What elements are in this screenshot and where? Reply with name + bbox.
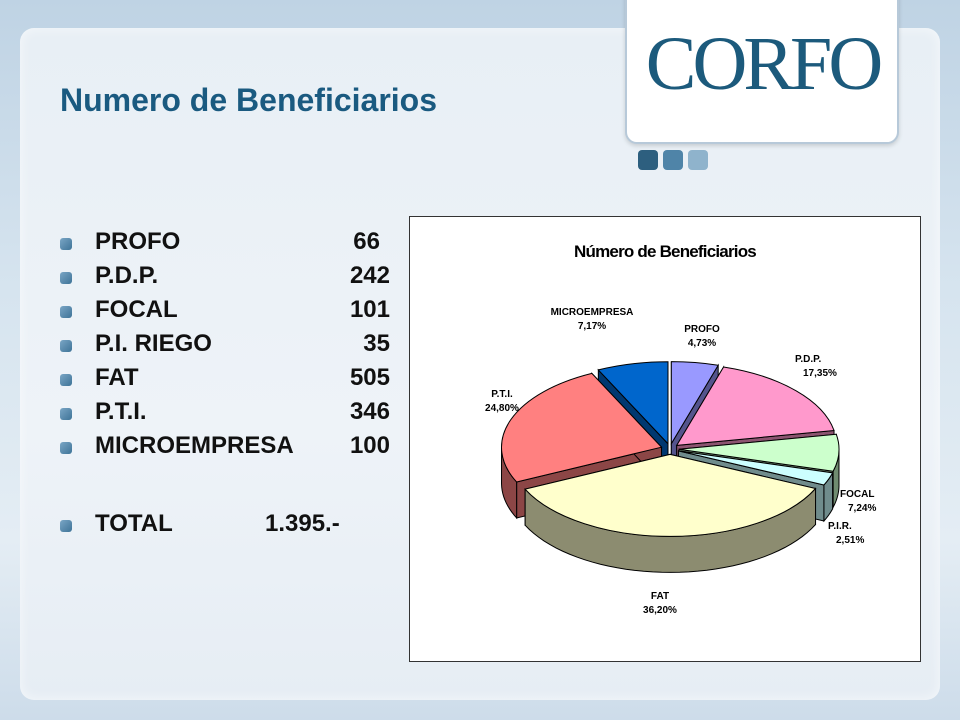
slice-name-label: FOCAL [840, 489, 874, 500]
total-value: 1.395.- [265, 510, 340, 537]
square-3 [688, 150, 708, 170]
chart-title: Número de Beneficiarios [574, 242, 756, 261]
pie-slice-profo [670, 361, 719, 446]
item-value: 346 [349, 398, 390, 425]
item-label: P.T.I. [95, 398, 147, 425]
item-label: MICROEMPRESA [95, 432, 294, 459]
item-label: P.I. RIEGO [95, 330, 212, 357]
item-label: FAT [95, 364, 139, 391]
item-value: 505 [349, 364, 390, 391]
slice-percent-label: 24,80% [485, 403, 519, 414]
slice-name-label: MICROEMPRESA [551, 307, 634, 318]
corfo-logo-box: CORFO [625, 0, 899, 144]
corfo-logo: CORFO [645, 22, 883, 106]
item-label: FOCAL [95, 296, 178, 323]
bullet-icon [60, 340, 72, 352]
slice-name-label: P.T.I. [491, 389, 513, 400]
slice-percent-label: 4,73% [688, 338, 716, 349]
item-value: 242 [349, 262, 390, 289]
pie-slice-pti [501, 372, 663, 483]
pie-slice-pir [678, 450, 834, 486]
pie-chart-box: Número de Beneficiarios PROFO 4,73% P.D.P.… [409, 216, 921, 662]
slice-percent-label: 36,20% [643, 605, 677, 616]
slice-name-label: PROFO [684, 324, 720, 335]
item-value: 101 [349, 296, 390, 323]
square-2 [663, 150, 683, 170]
item-label: P.D.P. [95, 262, 159, 289]
list-item: P.T.I. 346 [60, 398, 400, 428]
bullet-icon [60, 408, 72, 420]
slice-name-label: P.D.P. [795, 354, 822, 365]
slice-percent-label: 17,35% [803, 368, 837, 379]
item-label: PROFO [95, 228, 181, 255]
total-label: TOTAL [95, 510, 173, 537]
slice-percent-label: 7,17% [578, 321, 606, 332]
list-item: P.D.P. 242 [60, 262, 400, 292]
list-item: P.I. RIEGO 35 [60, 330, 400, 360]
bullet-icon [60, 306, 72, 318]
square-1 [638, 150, 658, 170]
item-value: 66 [353, 228, 380, 255]
slice-percent-label: 2,51% [836, 535, 864, 546]
item-value: 35 [363, 330, 390, 357]
bullet-icon [60, 520, 72, 532]
list-item: FOCAL 101 [60, 296, 400, 326]
list-item: PROFO 66 [60, 228, 400, 258]
list-item: FAT 505 [60, 364, 400, 394]
slice-name-label: P.I.R. [828, 521, 852, 532]
item-value: 100 [349, 432, 390, 459]
bullet-icon [60, 374, 72, 386]
pie-slice-focal [678, 433, 840, 472]
pie-chart: Número de Beneficiarios PROFO 4,73% P.D.P.… [485, 242, 876, 616]
bullet-icon [60, 442, 72, 454]
slice-percent-label: 7,24% [848, 503, 876, 514]
pie-slice-fat [524, 453, 817, 537]
page-title: Numero de Beneficiarios [60, 82, 437, 118]
bullet-icon [60, 238, 72, 250]
pie-slice-microempresa [597, 361, 669, 445]
slice-name-label: FAT [651, 591, 669, 602]
bullet-icon [60, 272, 72, 284]
total-row: TOTAL 1.395.- [60, 510, 400, 540]
list-item: MICROEMPRESA 100 [60, 432, 400, 462]
pie-slice-pdp [675, 366, 835, 446]
